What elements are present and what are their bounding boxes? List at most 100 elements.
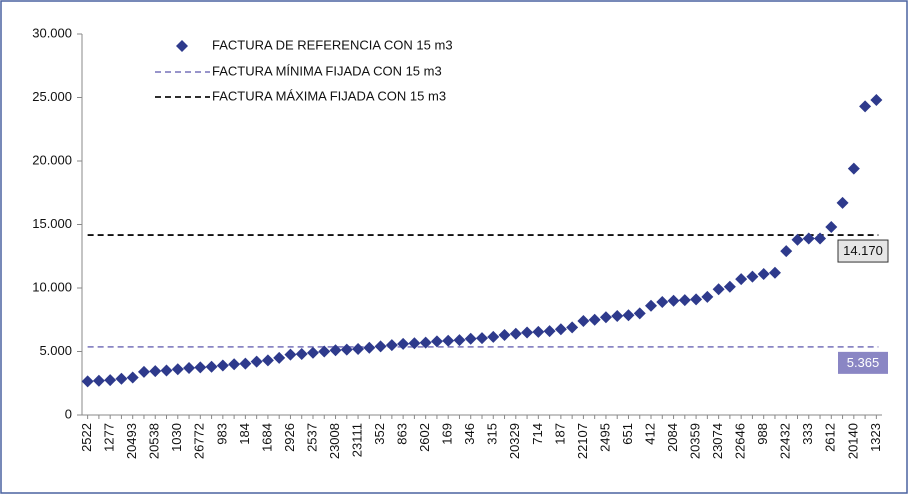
x-tick-label: 23074: [710, 423, 725, 459]
point: [430, 335, 443, 348]
x-tick-label: 1323: [868, 423, 883, 452]
point: [487, 330, 500, 343]
point: [194, 361, 207, 374]
point: [374, 340, 387, 353]
x-tick-label: 23111: [349, 423, 364, 457]
point: [780, 245, 793, 258]
point: [746, 270, 759, 283]
point: [228, 358, 241, 371]
point: [712, 283, 725, 296]
point: [814, 232, 827, 245]
x-tick-label: 346: [462, 423, 477, 445]
x-tick-label: 2926: [282, 423, 297, 452]
x-tick-label: 2522: [79, 423, 94, 452]
point: [611, 309, 624, 322]
point: [701, 290, 714, 303]
point: [92, 374, 105, 387]
point: [825, 221, 838, 234]
x-tick-label: 1030: [169, 423, 184, 452]
point: [521, 326, 534, 339]
point: [261, 354, 274, 367]
point: [859, 100, 872, 113]
reference-label-text: 5.365: [847, 355, 880, 370]
point: [81, 375, 94, 388]
x-tick-label: 714: [530, 423, 545, 445]
point: [363, 341, 376, 354]
point: [622, 309, 635, 322]
point: [385, 339, 398, 352]
point: [543, 325, 556, 338]
point: [183, 362, 196, 375]
x-tick-label: 2084: [665, 423, 680, 452]
point: [284, 348, 297, 361]
x-tick-label: 26772: [192, 423, 207, 459]
point: [397, 337, 410, 350]
point: [306, 346, 319, 359]
point: [667, 294, 680, 307]
reference-label-box: [837, 239, 889, 263]
point: [442, 334, 455, 347]
y-tick-label: 10.000: [32, 279, 72, 294]
point: [295, 348, 308, 361]
y-tick-label: 0: [65, 406, 72, 421]
point: [216, 359, 229, 372]
reference-label: 14.170: [837, 239, 889, 263]
y-tick-label: 25.000: [32, 89, 72, 104]
x-tick-label: 20493: [124, 423, 139, 459]
x-tick-label: 1277: [102, 423, 117, 452]
x-tick-label: 333: [800, 423, 815, 445]
point: [723, 280, 736, 293]
x-tick-label: 23008: [327, 423, 342, 459]
point: [273, 351, 286, 364]
point: [453, 334, 466, 347]
point: [160, 364, 173, 377]
y-tick-label: 20.000: [32, 152, 72, 167]
point: [509, 327, 522, 340]
x-tick-label: 20140: [845, 423, 860, 459]
y-tick-label: 15.000: [32, 216, 72, 231]
legend-label: FACTURA MÁXIMA FIJADA CON 15 m3: [212, 88, 446, 103]
point: [870, 94, 883, 107]
point: [340, 343, 353, 356]
point: [532, 325, 545, 338]
x-tick-label: 983: [214, 423, 229, 445]
point: [633, 307, 646, 320]
point: [554, 323, 567, 336]
x-tick-label: 352: [372, 423, 387, 445]
point: [239, 357, 252, 370]
reference-label: 5.365: [838, 351, 888, 374]
x-tick-label: 315: [485, 423, 500, 445]
point: [768, 266, 781, 279]
legend-label: FACTURA MÍNIMA FIJADA CON 15 m3: [212, 63, 442, 78]
x-tick-label: 863: [395, 423, 410, 445]
reference-label-box: [838, 351, 888, 374]
point: [791, 233, 804, 246]
x-tick-label: 2495: [597, 423, 612, 452]
point: [690, 293, 703, 306]
x-tick-label: 22107: [575, 423, 590, 459]
point: [757, 268, 770, 281]
x-tick-label: 22646: [733, 423, 748, 459]
point: [126, 371, 139, 384]
x-tick-label: 20538: [147, 423, 162, 459]
point: [656, 295, 669, 308]
legend-label: FACTURA DE REFERENCIA CON 15 m3: [212, 37, 453, 52]
point: [577, 315, 590, 328]
point: [498, 328, 511, 341]
point: [137, 365, 150, 378]
point: [408, 337, 421, 350]
x-tick-label: 2612: [823, 423, 838, 452]
x-tick-label: 988: [755, 423, 770, 445]
point: [599, 311, 612, 324]
x-tick-label: 22432: [778, 423, 793, 459]
point: [588, 313, 601, 326]
y-tick-label: 30.000: [32, 25, 72, 40]
point: [476, 332, 488, 345]
point: [836, 196, 849, 209]
point: [645, 299, 658, 312]
x-tick-label: 20359: [688, 423, 703, 459]
y-tick-label: 5.000: [39, 343, 72, 358]
x-tick-label: 2602: [417, 423, 432, 452]
point: [352, 342, 365, 355]
